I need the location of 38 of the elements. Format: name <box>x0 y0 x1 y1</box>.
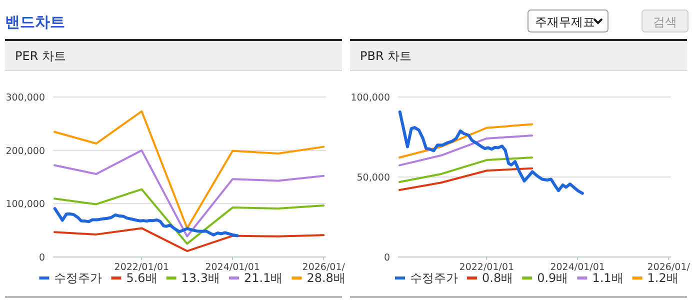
x-tick-label: 2022/01/01 <box>114 262 170 273</box>
y-tick-label: 0 <box>384 252 390 264</box>
select: 주재무제표 <box>528 10 608 32</box>
line-series <box>53 149 325 238</box>
line-series <box>398 167 534 191</box>
legend-label: 수정주가 <box>54 271 102 285</box>
x-tick-label: 2026/01/ <box>302 262 346 273</box>
line-series <box>398 156 534 183</box>
chart-title: PBR 차트 <box>360 49 412 63</box>
line-series <box>53 207 239 238</box>
y-tick-label: 50,000 <box>356 172 390 184</box>
line-series <box>53 227 325 252</box>
legend-label: 5.6배 <box>126 271 158 285</box>
y-tick-label: 200,000 <box>6 146 45 157</box>
button: 검색 <box>642 10 688 32</box>
x-tick-label: 2024/01/01 <box>205 262 260 273</box>
line-series <box>398 123 534 158</box>
legend-label: 0.8배 <box>482 271 514 285</box>
legend-label: 1.1배 <box>592 271 624 285</box>
y-tick-label: 100,000 <box>350 92 390 104</box>
legend-label: 수정주가 <box>410 271 458 285</box>
legend-label: 21.1배 <box>244 271 283 285</box>
y-tick-label: 0 <box>38 252 45 264</box>
text: 밴드차트 <box>5 13 65 31</box>
line-series <box>398 134 534 166</box>
legend-label: 28.8배 <box>306 271 346 285</box>
line-series <box>398 110 584 195</box>
y-tick-label: 300,000 <box>6 92 45 104</box>
x-tick-label: 2026/01/ <box>647 262 691 273</box>
x-tick-label: 2022/01/01 <box>459 262 514 273</box>
line-series <box>53 110 325 230</box>
y-tick-label: 100,000 <box>6 199 45 210</box>
legend-label: 13.3배 <box>181 271 220 285</box>
chart-title: PER 차트 <box>15 49 66 63</box>
x-tick-label: 2024/01/01 <box>550 262 605 273</box>
line-series <box>53 188 325 245</box>
legend-label: 1.2배 <box>647 271 678 285</box>
legend-label: 0.9배 <box>537 271 568 285</box>
